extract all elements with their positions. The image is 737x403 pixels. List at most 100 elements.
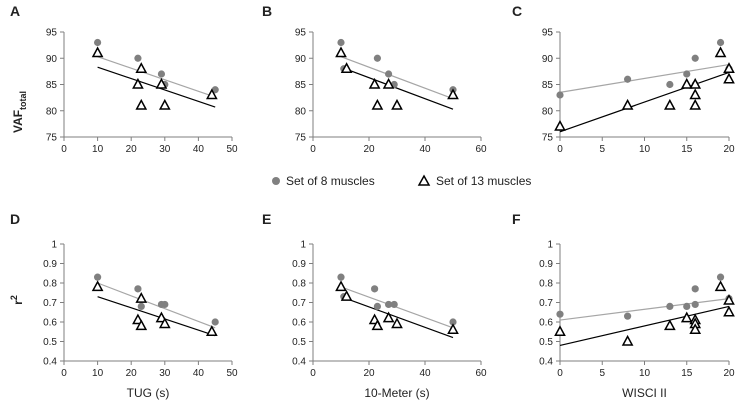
y-tick-label: 85 (542, 80, 554, 91)
point-8-muscles (134, 54, 142, 62)
y-tick-label: 0.8 (292, 279, 306, 290)
y-tick-label: 85 (295, 80, 307, 91)
x-tick-label: 40 (193, 144, 205, 155)
point-13-muscles (689, 88, 702, 100)
y-tick-label: 0.9 (292, 259, 306, 270)
y-tick-label: 75 (46, 133, 58, 144)
y-tick-label: 0.7 (539, 298, 553, 309)
point-8-muscles (373, 302, 381, 310)
point-8-muscles (666, 302, 674, 310)
x-tick-label: 60 (475, 368, 487, 379)
point-13-muscles (335, 46, 347, 58)
trend-line-8-muscles (340, 56, 454, 100)
point-13-muscles (205, 88, 218, 100)
point-8-muscles (161, 300, 169, 309)
point-13-muscles (554, 325, 566, 336)
x-tick-label: 10 (639, 368, 651, 379)
point-13-muscles (91, 280, 104, 292)
trend-line-8-muscles (559, 63, 730, 93)
point-13-muscles (205, 325, 218, 336)
point-13-muscles (368, 77, 381, 89)
x-axis-title: 10-Meter (s) (364, 386, 429, 400)
y-tick-label: 80 (46, 106, 58, 117)
point-13-muscles (158, 317, 171, 329)
y-tick-label: 0.7 (292, 298, 306, 309)
panel-E: E 0.4 0.5 0.6 0.7 0.8 0.9 1 0 20 40 60 10-Meter (s) (262, 211, 487, 400)
point-8-muscles (624, 312, 632, 320)
y-tick-label: 0.5 (292, 337, 306, 348)
y-title-r2-main: r (11, 300, 25, 305)
point-13-muscles (447, 88, 459, 100)
point-8-muscles (716, 273, 725, 281)
y-tick-label: 75 (295, 133, 307, 144)
point-8-muscles (157, 70, 166, 78)
point-13-muscles (135, 292, 148, 303)
point-13-muscles (680, 311, 693, 323)
point-13-muscles (621, 334, 634, 346)
x-tick-label: 20 (363, 368, 375, 379)
point-8-muscles (385, 70, 393, 78)
y-tick-label: 80 (295, 106, 307, 117)
y-tick-label: 0.9 (43, 259, 57, 270)
y-tick-label: 1 (51, 240, 57, 251)
point-13-muscles (382, 77, 395, 89)
panel-C: C 75 80 85 90 95 0 5 10 15 20 (512, 3, 735, 155)
x-tick-label: 0 (310, 144, 316, 155)
panel-letter-B: B (262, 3, 272, 19)
trend-line-13-muscles (340, 66, 454, 110)
x-tick-label: 0 (557, 144, 563, 155)
trend-line-13-muscles (559, 305, 730, 346)
panel-letter-E: E (262, 211, 271, 227)
x-tick-label: 15 (681, 368, 693, 379)
point-13-muscles (714, 280, 727, 292)
panel-letter-D: D (10, 211, 20, 227)
panel-letter-A: A (10, 3, 20, 19)
point-13-muscles (132, 77, 144, 89)
point-8-muscles (385, 300, 393, 309)
point-13-muscles (689, 77, 702, 89)
y-tick-label: 0.5 (43, 337, 57, 348)
x-tick-label: 10 (92, 144, 104, 155)
point-13-muscles (382, 311, 395, 323)
y-title-r2: r2 (9, 295, 25, 305)
panel-letter-C: C (512, 3, 522, 19)
point-8-muscles (556, 310, 564, 318)
trend-line-13-muscles (559, 71, 730, 133)
x-tick-label: 50 (226, 368, 238, 379)
point-13-muscles (723, 62, 735, 73)
point-13-muscles (335, 280, 347, 292)
point-13-muscles (554, 119, 566, 131)
point-13-muscles (155, 77, 168, 89)
point-13-muscles (135, 62, 148, 73)
point-13-muscles (447, 323, 459, 335)
point-8-muscles (683, 70, 691, 78)
y-tick-label: 0.6 (43, 318, 57, 329)
y-tick-label: 95 (46, 28, 58, 39)
point-13-muscles (714, 46, 727, 58)
x-tick-label: 0 (310, 368, 316, 379)
y-tick-label: 0.4 (43, 357, 57, 368)
y-tick-label: 95 (542, 28, 554, 39)
y-title-vaf-sub: total (18, 91, 28, 110)
x-tick-label: 15 (681, 144, 693, 155)
x-tick-label: 40 (419, 144, 431, 155)
trend-line-8-muscles (340, 286, 454, 329)
x-tick-label: 20 (126, 144, 138, 155)
x-tick-label: 0 (61, 144, 67, 155)
x-tick-label: 20 (723, 368, 735, 379)
point-13-muscles (723, 72, 735, 84)
x-tick-label: 5 (599, 368, 605, 379)
legend-marker-triangle (417, 174, 431, 186)
point-13-muscles (391, 317, 403, 329)
panel-letter-F: F (512, 211, 521, 227)
point-8-muscles (94, 38, 102, 47)
point-8-muscles (337, 38, 345, 47)
trend-line-13-muscles (97, 66, 216, 108)
y-title-vaf: VAFtotal (11, 91, 28, 133)
point-13-muscles (663, 98, 676, 110)
y-tick-label: 75 (542, 133, 554, 144)
